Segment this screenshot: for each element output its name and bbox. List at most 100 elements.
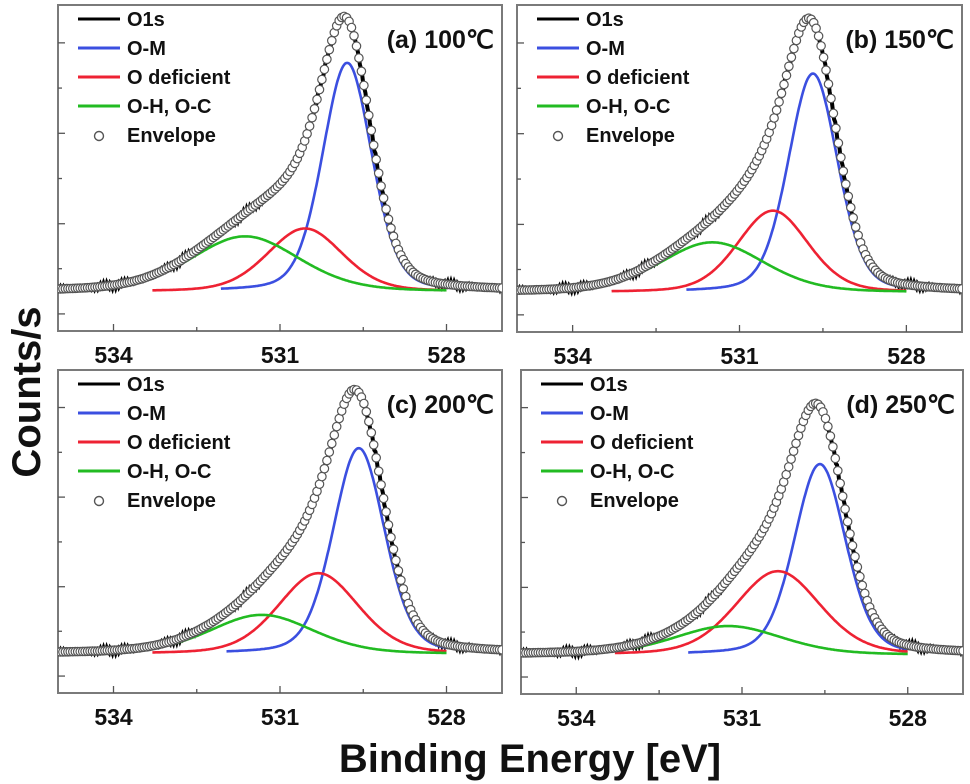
envelope-point [771, 105, 782, 115]
envelope-point [326, 438, 337, 449]
envelope-point [322, 54, 332, 65]
envelope-point [368, 439, 379, 450]
legend: O1s O-M O deficient O-H, O-C Envelope [541, 374, 694, 512]
series-odef [152, 227, 447, 292]
legend-item-ohoc: O-H, O-C [537, 96, 670, 118]
legend-item-odef: O deficient [78, 432, 231, 454]
envelope-point [349, 30, 359, 41]
envelope-point [359, 398, 369, 409]
envelope-point [850, 222, 861, 232]
legend-label: O-M [590, 403, 629, 425]
envelope-point [346, 22, 357, 33]
envelope-point [828, 108, 839, 119]
legend-label: Envelope [127, 490, 216, 512]
legend-item-om: O-M [541, 403, 629, 425]
legend-item-odef: O deficient [537, 67, 690, 89]
legend: O1s O-M O deficient O-H, O-C Envelope [78, 374, 231, 512]
legend-label: O-H, O-C [127, 96, 211, 118]
legend-label: O1s [586, 9, 624, 31]
envelope-point [324, 447, 335, 457]
envelope-point [331, 421, 342, 432]
envelope-point [832, 465, 843, 476]
envelope-point [378, 493, 389, 504]
series-odef [611, 209, 907, 293]
envelope-point [383, 214, 394, 224]
legend-label: O deficient [590, 432, 694, 454]
envelope-point [823, 79, 834, 89]
legend-label: Envelope [127, 125, 216, 147]
legend-item-envelope: Envelope [556, 490, 679, 512]
envelope-point [855, 571, 865, 582]
envelope-point [363, 110, 374, 121]
envelope-point [361, 95, 372, 105]
envelope-point [497, 645, 502, 655]
envelope-point [836, 152, 846, 163]
envelope-point [774, 97, 784, 107]
envelope-point [848, 213, 858, 223]
x-tick-label: 531 [261, 704, 300, 730]
envelope-point [309, 104, 320, 114]
envelope-point [324, 44, 335, 55]
legend-item-o1s: O1s [541, 374, 628, 396]
envelope-point [317, 74, 327, 85]
envelope-point [354, 53, 364, 63]
envelope-point [833, 138, 844, 148]
envelope-point [371, 154, 381, 165]
envelope-point [307, 112, 317, 123]
y-axis-title: Counts/s [5, 306, 49, 477]
envelope-point [386, 223, 396, 233]
x-axis-title: Binding Energy [eV] [339, 737, 721, 781]
legend-item-envelope: Envelope [93, 490, 216, 512]
legend-label: O-H, O-C [590, 461, 674, 483]
legend-item-om: O-M [537, 38, 625, 60]
legend-item-om: O-M [78, 38, 166, 60]
x-tick-label: 528 [887, 343, 926, 369]
legend-label: O-M [127, 38, 166, 60]
panels-group: 534 531 528 O1s O-M O deficient O-H, O-C Envelo… [57, 4, 964, 731]
envelope-point [779, 79, 789, 90]
legend-item-odef: O deficient [541, 432, 694, 454]
envelope-point [371, 452, 381, 463]
plot-area [58, 11, 502, 295]
envelope-point [789, 43, 799, 54]
panel-title: (b) 150℃ [845, 26, 954, 54]
legend-item-om: O-M [78, 403, 166, 425]
envelope-point [396, 575, 406, 585]
envelope-point [826, 93, 836, 104]
series-om [686, 72, 906, 291]
envelope-point [322, 455, 332, 466]
envelope-point [317, 471, 327, 482]
series-o1s [521, 399, 963, 661]
envelope-point [381, 204, 391, 214]
envelope-point [781, 70, 792, 81]
x-tick-label: 528 [889, 705, 928, 731]
series-envelope [521, 398, 963, 658]
envelope-point [840, 179, 851, 189]
envelope-point [788, 446, 799, 456]
envelope-point [838, 166, 849, 176]
series-o1s [58, 385, 502, 660]
legend-swatch [93, 495, 105, 507]
legend-item-o1s: O1s [537, 9, 624, 31]
panel-a: 534 531 528 O1s O-M O deficient O-H, O-C Envelo… [57, 4, 503, 368]
x-tick-label: 534 [557, 705, 596, 731]
envelope-point [376, 181, 386, 191]
envelope-point [958, 646, 963, 656]
envelope-point [821, 65, 831, 75]
series-odef [614, 569, 908, 655]
series-om [688, 462, 908, 654]
x-tick-label: 534 [94, 342, 133, 368]
series-o1s [517, 16, 962, 297]
envelope-point [828, 441, 838, 452]
envelope-point [361, 406, 372, 417]
envelope-point [811, 23, 821, 34]
legend-item-o1s: O1s [78, 9, 165, 31]
x-tick-label: 531 [261, 342, 300, 368]
envelope-point [783, 462, 794, 472]
envelope-point [818, 52, 829, 63]
legend-label: O-M [127, 403, 166, 425]
legend-label: O1s [127, 374, 165, 396]
envelope-point [329, 430, 340, 440]
envelope-point [786, 52, 797, 63]
envelope-point [319, 64, 330, 75]
